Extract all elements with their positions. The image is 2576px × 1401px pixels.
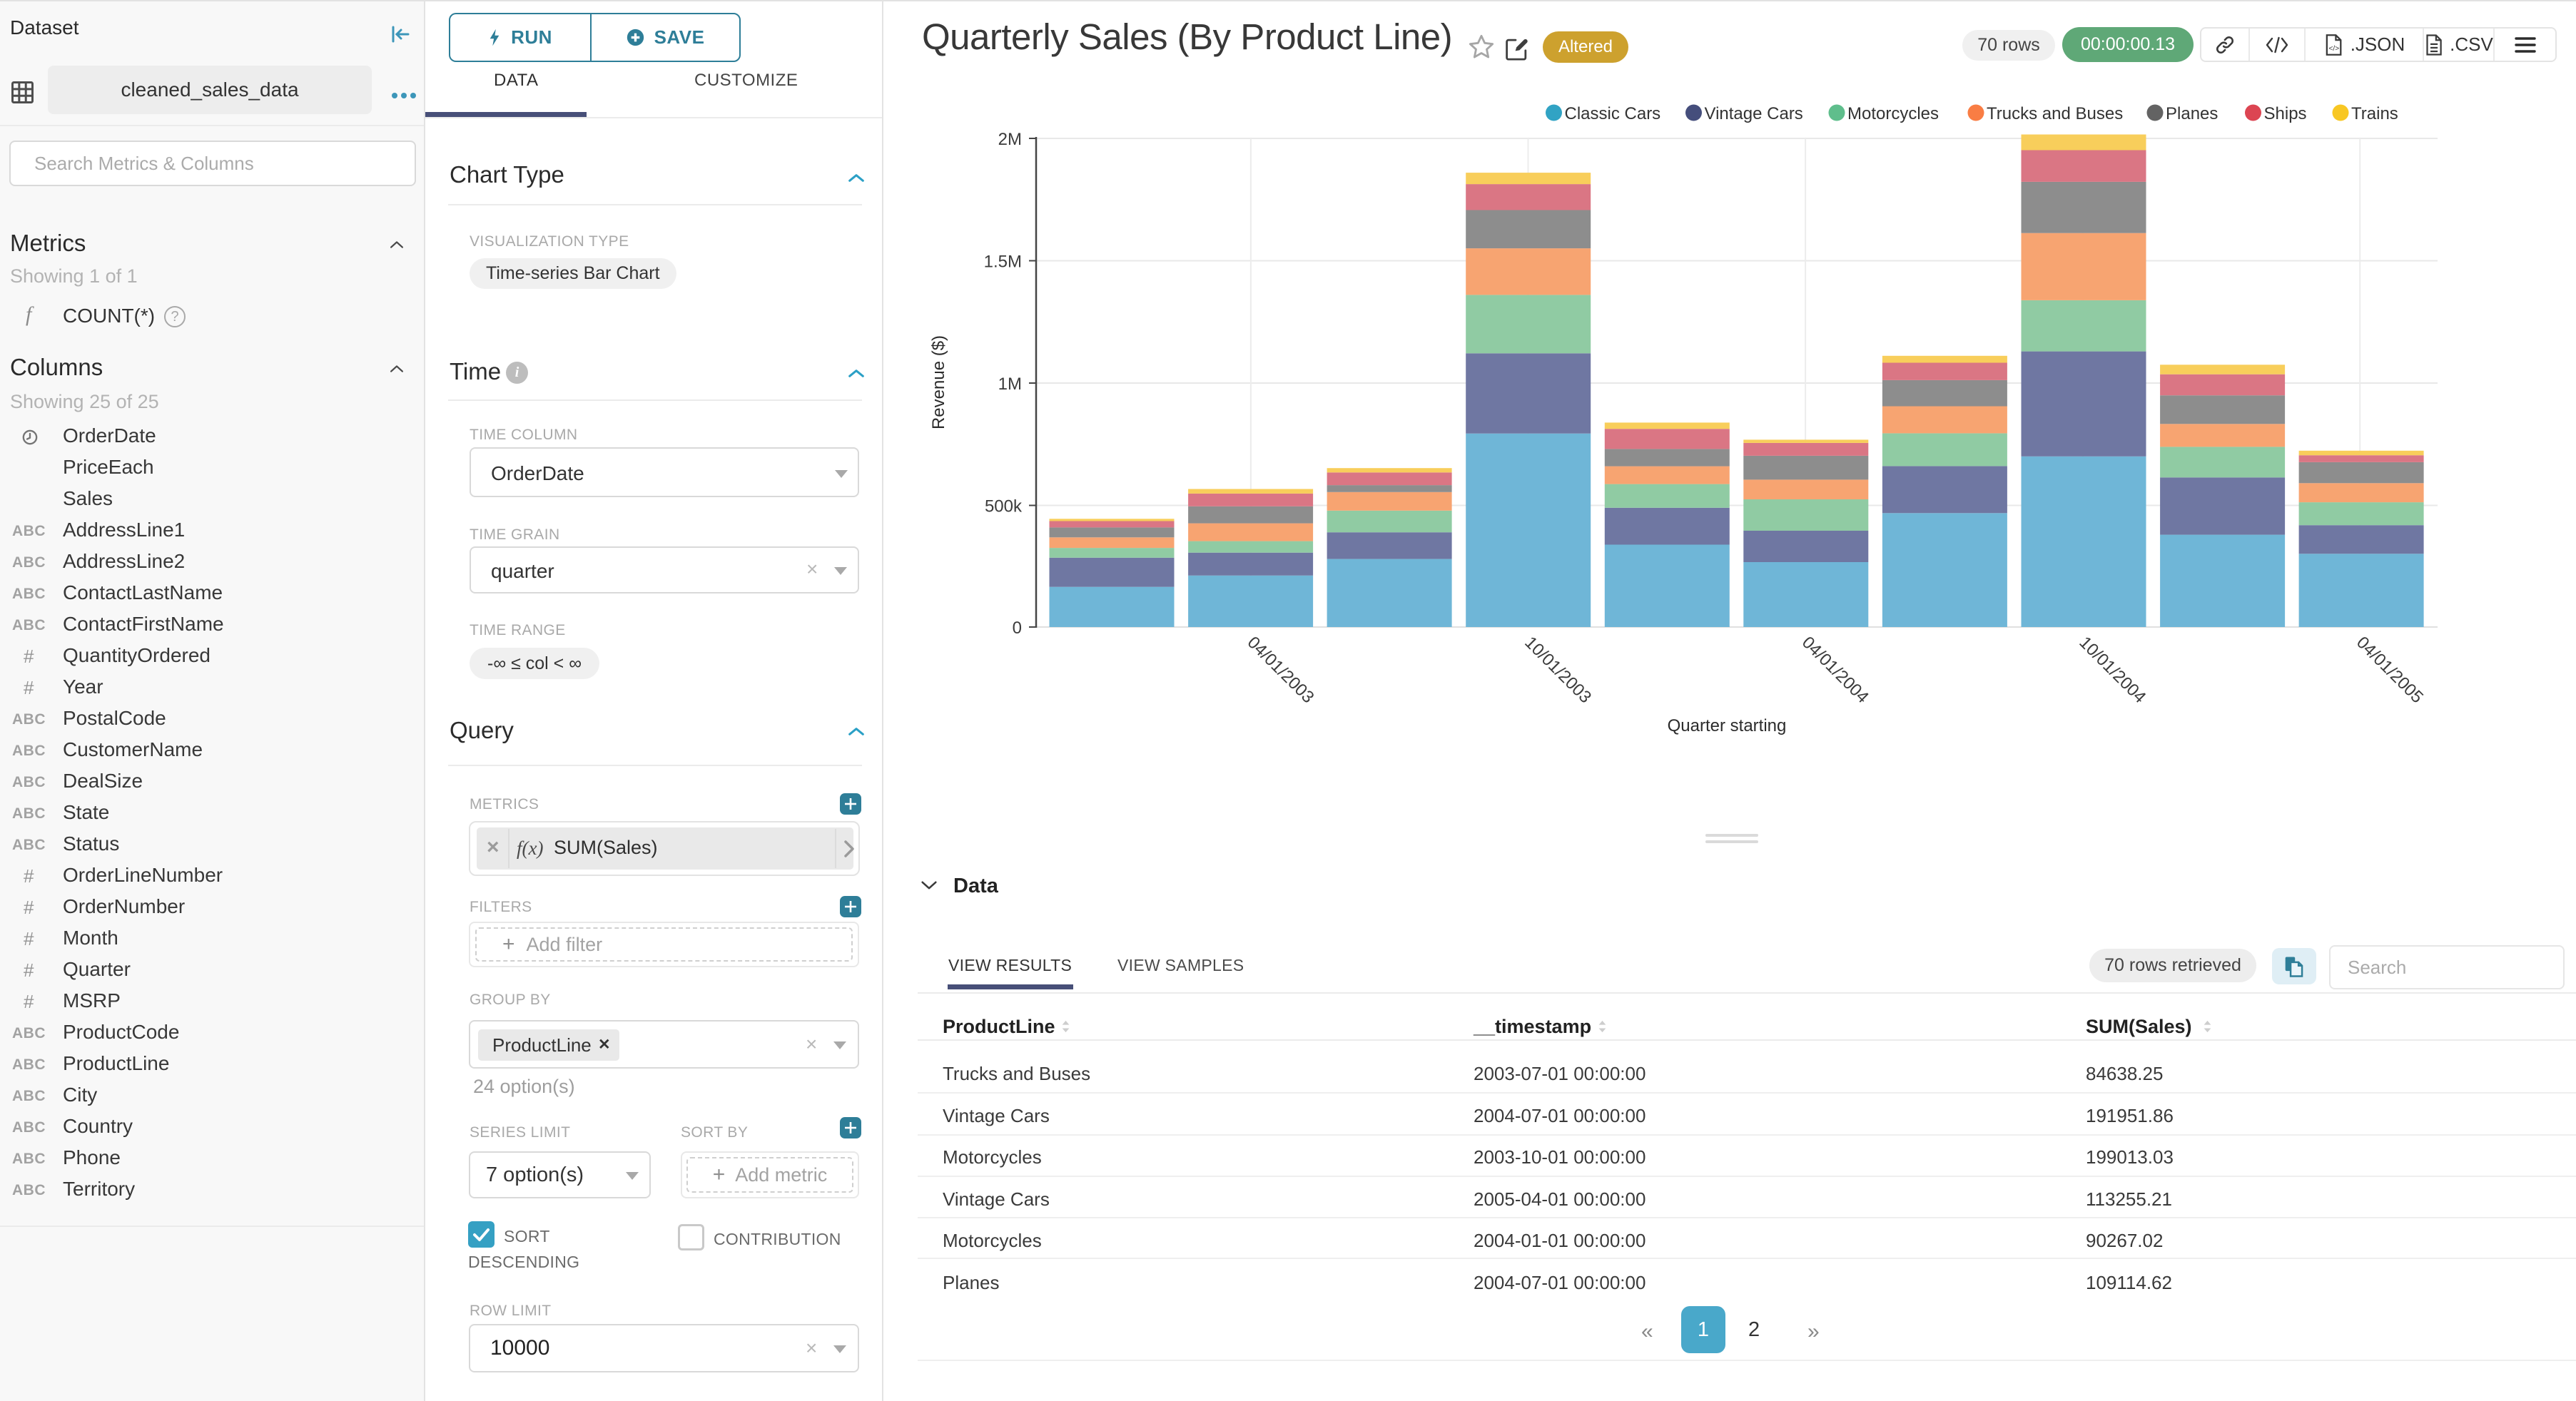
svg-text:10/01/2004: 10/01/2004	[2075, 633, 2149, 707]
svg-text:Trains: Trains	[2351, 104, 2398, 123]
svg-text:Trucks and Buses: Trucks and Buses	[1987, 104, 2123, 123]
svg-text:Ships: Ships	[2264, 104, 2307, 123]
svg-text:Vintage Cars: Vintage Cars	[1705, 104, 1803, 123]
svg-text:1.5M: 1.5M	[984, 253, 1022, 272]
svg-text:2M: 2M	[998, 130, 1022, 149]
svg-text:Motorcycles: Motorcycles	[1847, 104, 1939, 123]
svg-text:04/01/2004: 04/01/2004	[1798, 633, 1872, 707]
svg-text:04/01/2003: 04/01/2003	[1244, 633, 1318, 707]
svg-text:Quarter starting: Quarter starting	[1668, 716, 1787, 735]
svg-text:Revenue ($): Revenue ($)	[929, 335, 948, 429]
svg-text:0: 0	[1013, 618, 1022, 638]
svg-text:Planes: Planes	[2166, 104, 2218, 123]
svg-text:1M: 1M	[998, 375, 1022, 394]
svg-text:04/01/2005: 04/01/2005	[2353, 633, 2427, 707]
svg-text:500k: 500k	[985, 497, 1023, 516]
svg-text:Classic Cars: Classic Cars	[1565, 104, 1661, 123]
svg-text:</>: </>	[2328, 45, 2339, 53]
svg-text:10/01/2003: 10/01/2003	[1521, 633, 1595, 707]
